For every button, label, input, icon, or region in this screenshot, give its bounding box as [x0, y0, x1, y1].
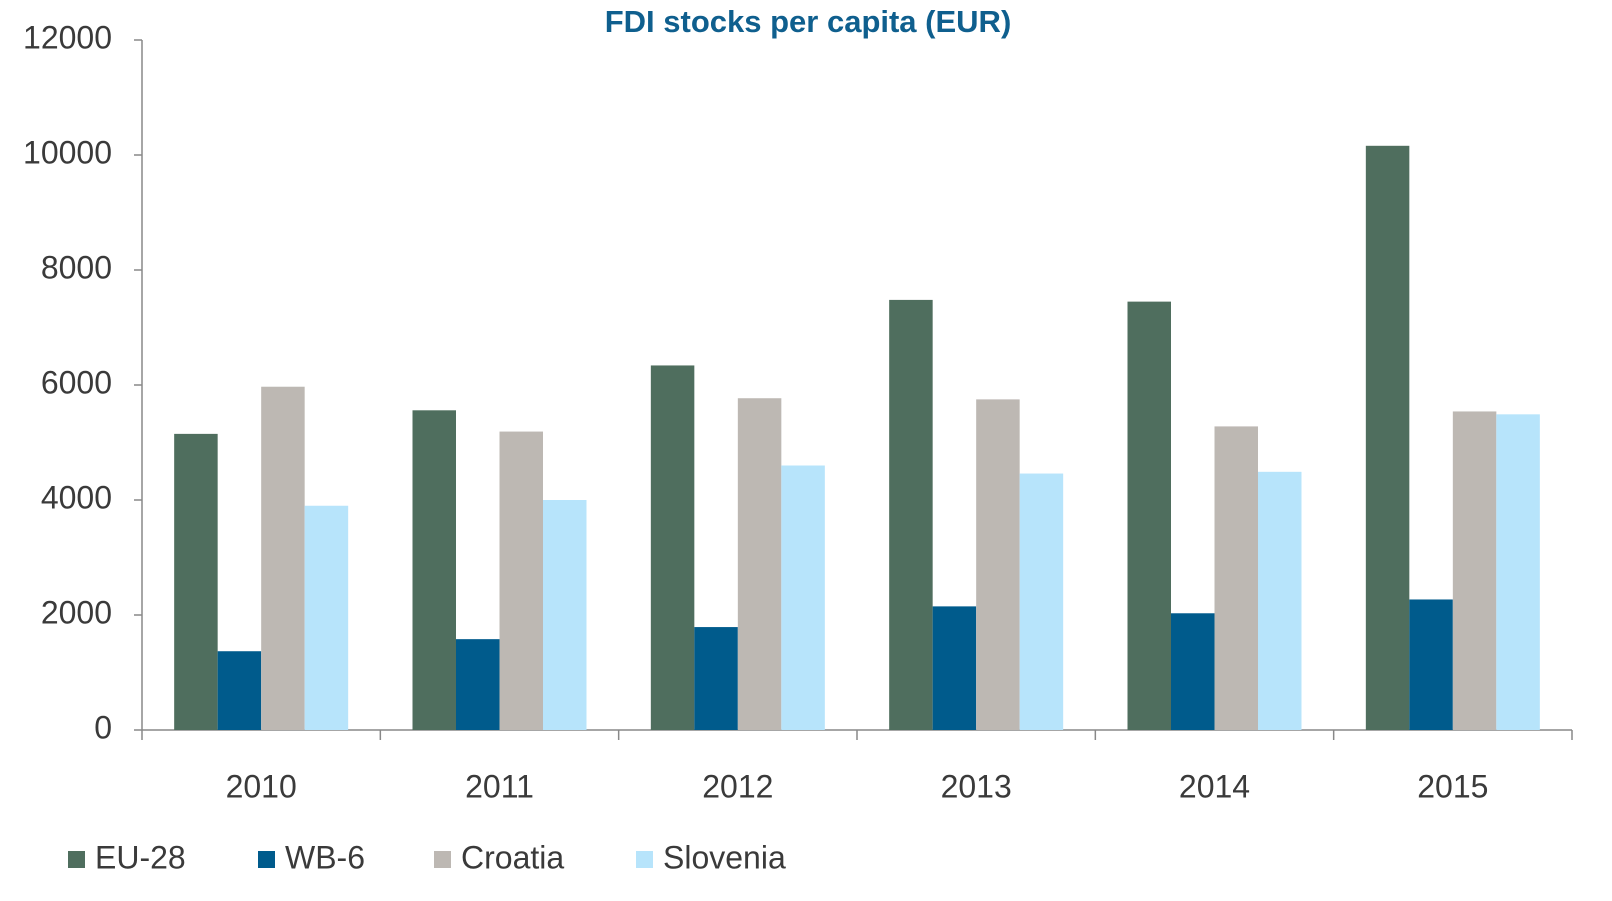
- bar: [543, 500, 587, 730]
- bar: [1365, 145, 1410, 731]
- x-tick-label: 2014: [1179, 768, 1250, 804]
- legend-swatch: [434, 851, 451, 868]
- bar: [1019, 473, 1064, 730]
- bar: [1214, 426, 1258, 730]
- bar: [1127, 301, 1171, 730]
- bar: [1496, 414, 1540, 730]
- bar: [889, 299, 933, 730]
- bar: [304, 505, 349, 730]
- y-tick-label: 2000: [41, 594, 112, 630]
- x-tick-label: 2010: [226, 768, 297, 804]
- legend-swatch: [636, 851, 653, 868]
- bar: [976, 399, 1020, 730]
- bar: [1258, 471, 1302, 730]
- legend-label: WB-6: [285, 839, 365, 875]
- chart-title: FDI stocks per capita (EUR): [605, 4, 1012, 39]
- y-tick-label: 6000: [41, 364, 112, 400]
- bar: [1409, 599, 1453, 730]
- bar: [217, 651, 262, 730]
- bar: [174, 433, 218, 730]
- y-tick-label: 0: [94, 709, 112, 745]
- bar: [412, 410, 456, 730]
- y-tick-label: 4000: [41, 479, 112, 515]
- legend-label: Slovenia: [663, 839, 786, 875]
- bar: [1452, 411, 1497, 730]
- bar: [650, 365, 695, 730]
- legend-swatch: [68, 851, 85, 868]
- x-tick-label: 2015: [1417, 768, 1488, 804]
- bar: [456, 639, 500, 730]
- bar: [737, 398, 782, 730]
- legend-swatch: [258, 851, 275, 868]
- y-tick-label: 12000: [23, 19, 112, 55]
- bar: [261, 386, 305, 730]
- bar: [932, 606, 977, 730]
- x-tick-label: 2013: [941, 768, 1012, 804]
- y-tick-label: 8000: [41, 249, 112, 285]
- bar: [694, 627, 738, 730]
- legend-label: Croatia: [461, 839, 564, 875]
- x-tick-label: 2011: [465, 768, 534, 804]
- legend-label: EU-28: [95, 839, 186, 875]
- y-tick-label: 10000: [23, 134, 112, 170]
- bar: [499, 431, 543, 730]
- x-tick-label: 2012: [702, 768, 773, 804]
- bar: [1171, 613, 1215, 730]
- bar: [781, 465, 825, 730]
